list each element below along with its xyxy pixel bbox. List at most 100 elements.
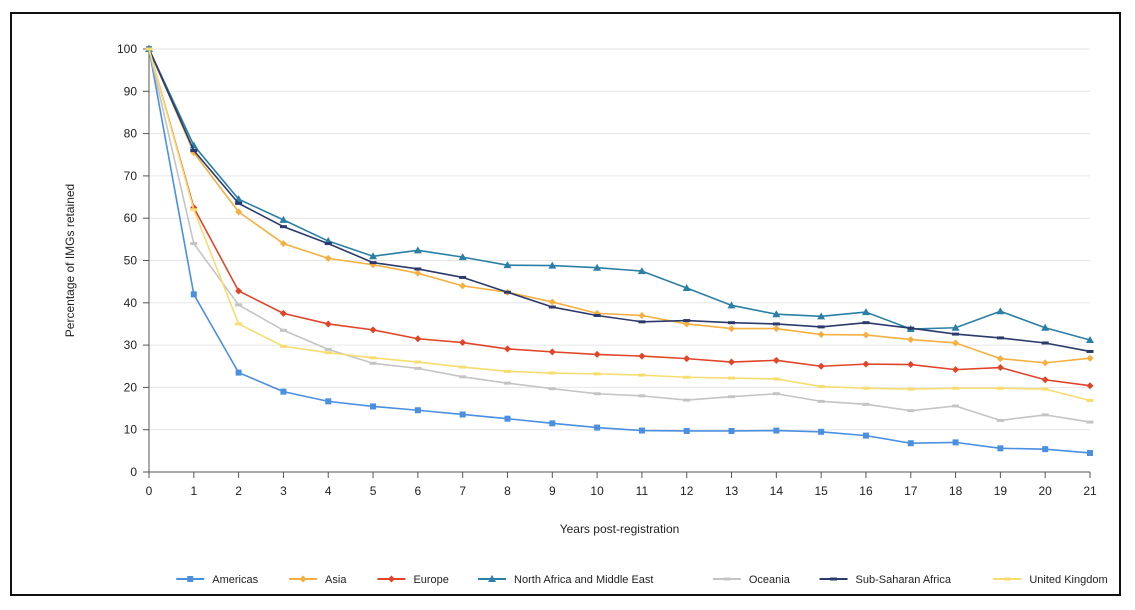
data-point-oceania: [996, 418, 1004, 422]
data-point-north-africa-and-middle-east: [996, 307, 1005, 315]
y-axis-title: Percentage of IMGs retained: [63, 184, 77, 337]
data-point-north-africa-and-middle-east: [1041, 323, 1050, 331]
data-point-oceania: [683, 398, 691, 402]
y-tick-label: 60: [124, 211, 138, 225]
x-tick-label: 11: [636, 484, 649, 498]
data-point-north-africa-and-middle-east: [817, 312, 826, 320]
legend-item-europe: Europe: [377, 574, 449, 586]
y-tick-label: 0: [130, 465, 137, 479]
data-point-north-africa-and-middle-east: [772, 310, 781, 318]
y-tick-label: 70: [124, 169, 138, 183]
data-point-europe: [817, 362, 825, 370]
data-point-asia: [548, 298, 556, 306]
data-point-americas: [728, 427, 735, 434]
data-point-oceania: [235, 303, 243, 307]
legend-label: United Kingdom: [1029, 574, 1107, 586]
data-point-americas: [414, 407, 421, 414]
data-point-americas: [459, 411, 466, 418]
data-point-sub-saharan-africa: [503, 290, 511, 294]
data-point-north-africa-and-middle-east: [413, 246, 422, 254]
data-point-united-kingdom: [952, 386, 960, 390]
y-tick-label: 10: [124, 423, 138, 437]
data-point-americas: [370, 403, 377, 410]
data-point-americas: [325, 398, 332, 405]
data-point-united-kingdom: [414, 360, 422, 364]
data-point-americas: [235, 369, 242, 376]
x-tick-label: 7: [459, 484, 466, 498]
data-point-north-africa-and-middle-east: [593, 263, 602, 271]
data-point-europe: [996, 364, 1004, 372]
x-tick-label: 15: [814, 484, 828, 498]
data-point-europe: [548, 348, 556, 356]
data-point-north-africa-and-middle-east: [279, 215, 288, 223]
data-point-americas: [1087, 449, 1093, 456]
data-point-asia: [324, 254, 332, 262]
data-point-europe: [907, 361, 915, 369]
x-tick-label: 9: [549, 484, 556, 498]
data-point-asia: [728, 325, 736, 333]
data-point-sub-saharan-africa: [996, 336, 1004, 340]
x-tick-label: 13: [725, 484, 739, 498]
data-point-sub-saharan-africa: [772, 322, 780, 326]
legend-item-sub-saharan-africa: Sub-Saharan Africa: [819, 574, 952, 586]
data-point-oceania: [593, 392, 601, 396]
data-point-europe: [683, 355, 691, 363]
legend-swatch-marker: [723, 577, 731, 581]
data-point-europe: [1041, 376, 1049, 384]
y-tick-label: 100: [117, 42, 137, 56]
data-point-asia: [369, 261, 377, 269]
data-point-europe: [414, 335, 422, 343]
data-point-americas: [594, 424, 601, 431]
data-point-asia: [1086, 354, 1094, 362]
data-point-asia: [414, 269, 422, 277]
data-point-asia: [638, 311, 646, 319]
data-point-oceania: [1041, 413, 1049, 417]
data-point-europe: [459, 339, 467, 347]
series-united-kingdom: [145, 47, 1094, 403]
x-tick-label: 0: [146, 484, 153, 498]
data-point-oceania: [369, 361, 377, 365]
chart-frame: 0 10 20 30 40 50 60 70 80 90 100 0 1 2 3 4 5 6 7 8 9 10 11 12 13…: [10, 12, 1121, 596]
data-point-oceania: [190, 242, 198, 246]
data-point-united-kingdom: [279, 344, 287, 348]
data-point-united-kingdom: [235, 322, 243, 326]
legend-item-united-kingdom: United Kingdom: [993, 574, 1108, 586]
x-tick-label: 17: [904, 484, 918, 498]
data-point-oceania: [503, 381, 511, 385]
data-point-americas: [907, 440, 914, 447]
data-point-north-africa-and-middle-east: [951, 323, 960, 331]
series-line-europe: [148, 48, 1091, 387]
data-point-sub-saharan-africa: [190, 149, 198, 153]
legend-label: North Africa and Middle East: [514, 574, 653, 586]
data-point-united-kingdom: [728, 376, 736, 380]
data-point-asia: [683, 320, 691, 328]
data-point-europe: [593, 350, 601, 358]
data-point-north-africa-and-middle-east: [458, 253, 467, 261]
data-point-europe: [728, 358, 736, 366]
data-point-europe: [369, 326, 377, 334]
data-point-oceania: [414, 366, 422, 370]
data-point-north-africa-and-middle-east: [503, 261, 512, 269]
legend-swatch-marker: [187, 576, 194, 582]
data-point-europe: [324, 320, 332, 328]
data-point-united-kingdom: [324, 351, 332, 355]
x-tick-label: 3: [280, 484, 287, 498]
y-tick-label: 90: [124, 84, 138, 98]
data-point-americas: [683, 427, 690, 434]
data-point-north-africa-and-middle-east: [369, 252, 378, 260]
data-point-sub-saharan-africa: [414, 267, 422, 271]
legend-item-north-africa-and-middle-east: North Africa and Middle East: [478, 574, 653, 586]
data-point-united-kingdom: [683, 375, 691, 379]
y-tick-label: 80: [124, 127, 138, 141]
x-axis-title: Years post-registration: [560, 522, 680, 536]
data-point-europe: [952, 366, 960, 374]
data-point-oceania: [952, 404, 960, 408]
x-tick-label: 5: [370, 484, 377, 498]
y-tick-label: 40: [124, 296, 138, 310]
data-point-americas: [952, 439, 959, 446]
data-point-oceania: [324, 347, 332, 351]
data-point-asia: [907, 336, 915, 344]
data-point-oceania: [459, 375, 467, 379]
